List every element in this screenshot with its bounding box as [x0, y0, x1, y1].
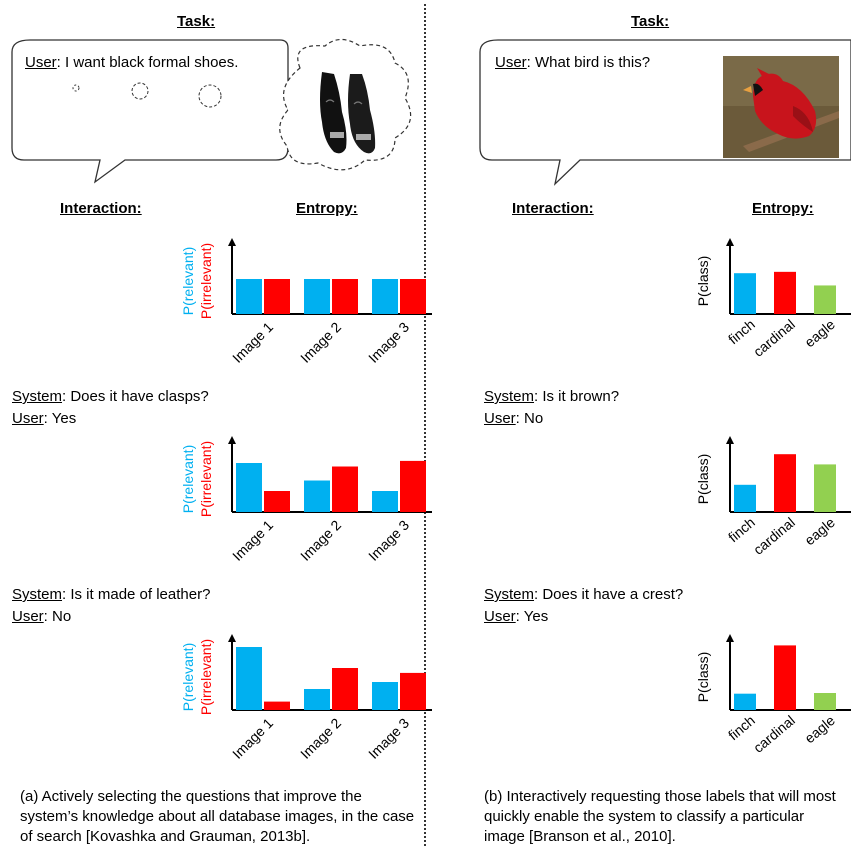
y-axis-arrow	[726, 238, 734, 246]
tick-label-finch: finch	[725, 316, 758, 347]
ylabel-pclass: P(class)	[695, 652, 711, 703]
bar-relevant-2	[304, 279, 330, 314]
left-dialog-2: System: Is it made of leather? User: No	[12, 584, 210, 628]
tick-label: Image 3	[365, 517, 412, 564]
bar-irrelevant-1	[264, 491, 290, 512]
right-dialog-2: System: Does it have a crest? User: Yes	[484, 584, 683, 628]
cardinal-bird-image	[723, 56, 839, 158]
tick-label-eagle: eagle	[801, 514, 838, 548]
column-divider	[424, 4, 426, 846]
y-axis-arrow	[726, 436, 734, 444]
bar-cardinal	[774, 454, 796, 512]
bar-eagle	[814, 693, 836, 710]
left-system-question-1: System: Does it have clasps?	[12, 388, 209, 405]
bar-cardinal	[774, 645, 796, 710]
left-chart-initial: P(relevant) P(irrelevant) Image 1 Image 2 Im…	[180, 238, 432, 366]
tick-label: Image 3	[365, 715, 412, 762]
ylabel-irrelevant: P(irrelevant)	[198, 243, 214, 319]
bar-eagle	[814, 464, 836, 512]
ylabel-pclass: P(class)	[695, 256, 711, 307]
bar-irrelevant-1	[264, 279, 290, 314]
bar-irrelevant-3	[400, 460, 426, 512]
left-interaction-label: Interaction:	[60, 200, 142, 217]
ylabel-pclass: P(class)	[695, 454, 711, 505]
bar-relevant-3	[372, 682, 398, 710]
tick-label: Image 2	[297, 517, 344, 564]
left-bubble-text: User: I want black formal shoes.	[25, 54, 239, 71]
y-axis-arrow	[228, 238, 236, 246]
tick-label-eagle: eagle	[801, 712, 838, 746]
black-shoes-image	[320, 72, 376, 154]
left-chart-after-clasps: P(relevant) P(irrelevant) Image 1 Image 2 Im…	[180, 436, 432, 564]
tick-label: Image 3	[365, 319, 412, 366]
bar-relevant-2	[304, 689, 330, 710]
bar-irrelevant-2	[332, 668, 358, 710]
left-caption: (a) Actively selecting the questions tha…	[20, 788, 415, 845]
right-bubble-text: User: What bird is this?	[495, 54, 651, 71]
right-user-answer-1: User: No	[484, 410, 544, 427]
left-user-answer-2: User: No	[12, 608, 72, 625]
bar-relevant-2	[304, 480, 330, 512]
bar-irrelevant-2	[332, 279, 358, 314]
tick-label: Image 1	[229, 517, 276, 564]
ylabel-relevant: P(relevant)	[180, 445, 196, 513]
ylabel-relevant: P(relevant)	[180, 247, 196, 315]
y-axis-arrow	[228, 436, 236, 444]
bar-irrelevant-3	[400, 672, 426, 710]
tick-label-cardinal: cardinal	[750, 712, 798, 756]
bar-relevant-3	[372, 491, 398, 512]
bar-cardinal	[774, 271, 796, 314]
left-user-answer-1: User: Yes	[12, 410, 77, 427]
right-caption: (b) Interactively requesting those label…	[484, 788, 836, 845]
left-entropy-label: Entropy:	[296, 200, 358, 217]
y-axis-arrow	[726, 634, 734, 642]
left-speech-bubble	[11, 38, 412, 184]
right-task-label: Task:	[631, 13, 670, 30]
bar-eagle	[814, 285, 836, 314]
tick-label-cardinal: cardinal	[750, 514, 798, 558]
y-axis-arrow	[228, 634, 236, 642]
right-user-answer-2: User: Yes	[484, 608, 549, 625]
right-entropy-label: Entropy:	[752, 200, 814, 217]
ylabel-irrelevant: P(irrelevant)	[198, 441, 214, 517]
tick-label-finch: finch	[725, 712, 758, 743]
tick-label-finch: finch	[725, 514, 758, 545]
left-system-question-2: System: Is it made of leather?	[12, 586, 211, 603]
tick-label: Image 1	[229, 319, 276, 366]
tick-label: Image 1	[229, 715, 276, 762]
left-task-label: Task:	[177, 13, 216, 30]
right-dialog-1: System: Is it brown? User: No	[484, 386, 619, 430]
bar-relevant-1	[236, 463, 262, 512]
bar-finch	[734, 484, 756, 512]
tick-label: Image 2	[297, 319, 344, 366]
bar-finch	[734, 273, 756, 314]
tick-label-eagle: eagle	[801, 316, 838, 350]
bar-irrelevant-3	[400, 279, 426, 314]
left-dialog-1: System: Does it have clasps? User: Yes	[12, 386, 209, 430]
ylabel-irrelevant: P(irrelevant)	[198, 639, 214, 715]
tick-label: Image 2	[297, 715, 344, 762]
right-system-question-2: System: Does it have a crest?	[484, 586, 684, 603]
bar-irrelevant-1	[264, 701, 290, 710]
ylabel-relevant: P(relevant)	[180, 643, 196, 711]
left-chart-after-leather: P(relevant) P(irrelevant) Image 1 Image 2 Im…	[180, 634, 432, 762]
right-interaction-label: Interaction:	[512, 200, 594, 217]
bar-relevant-1	[236, 647, 262, 710]
bar-irrelevant-2	[332, 466, 358, 512]
bar-relevant-1	[236, 279, 262, 314]
right-system-question-1: System: Is it brown?	[484, 388, 620, 405]
bar-relevant-3	[372, 279, 398, 314]
tick-label-cardinal: cardinal	[750, 316, 798, 360]
bar-finch	[734, 693, 756, 710]
